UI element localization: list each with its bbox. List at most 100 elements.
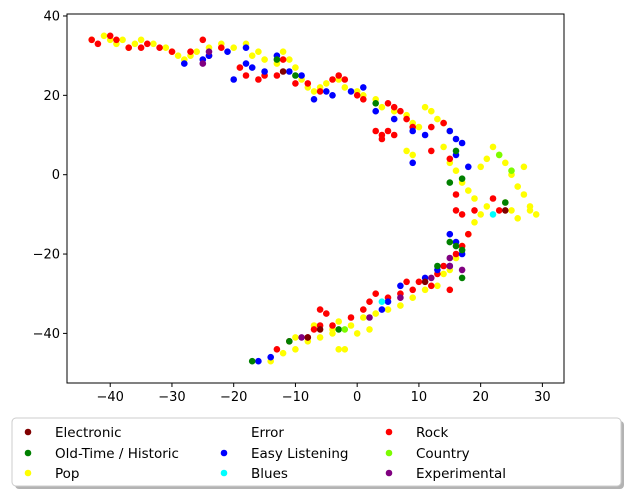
legend-label: Pop bbox=[55, 466, 80, 482]
data-point bbox=[335, 72, 343, 79]
data-point bbox=[187, 48, 194, 55]
data-point bbox=[446, 230, 454, 238]
data-point bbox=[335, 326, 343, 333]
x-tick-label: 20 bbox=[472, 390, 489, 405]
data-point bbox=[335, 346, 343, 353]
data-point bbox=[477, 211, 485, 218]
legend: Electronic Old-Time / Historic Pop Error Eas… bbox=[11, 417, 624, 489]
data-point bbox=[458, 274, 466, 282]
legend-item: Rock bbox=[385, 425, 448, 441]
y-tick-label: −40 bbox=[33, 327, 60, 342]
data-point bbox=[100, 32, 108, 40]
legend-item: Experimental bbox=[385, 466, 506, 482]
data-point bbox=[360, 84, 367, 91]
data-point bbox=[372, 290, 380, 298]
data-point bbox=[286, 56, 293, 63]
data-point bbox=[323, 80, 330, 87]
data-point bbox=[532, 211, 540, 218]
data-point bbox=[421, 278, 429, 286]
data-point bbox=[440, 119, 447, 127]
data-point bbox=[88, 36, 95, 44]
legend-marker bbox=[220, 469, 228, 477]
data-point bbox=[440, 262, 447, 270]
legend-marker bbox=[385, 449, 393, 457]
data-point bbox=[415, 278, 423, 286]
data-point bbox=[329, 322, 336, 329]
legend-item: Pop bbox=[24, 466, 80, 482]
data-point bbox=[452, 191, 460, 198]
data-point bbox=[218, 44, 225, 51]
x-tick-label: −40 bbox=[96, 390, 123, 405]
data-point bbox=[465, 230, 472, 238]
data-point bbox=[384, 298, 392, 306]
legend-marker bbox=[385, 469, 393, 477]
legend-item: Blues bbox=[220, 466, 288, 482]
data-point bbox=[452, 242, 460, 250]
data-point bbox=[434, 262, 441, 270]
data-point bbox=[446, 155, 454, 163]
data-point bbox=[421, 103, 429, 111]
x-tick-label: 0 bbox=[353, 390, 361, 405]
data-point bbox=[329, 92, 336, 99]
data-point bbox=[329, 76, 336, 83]
data-point bbox=[224, 48, 231, 55]
data-point bbox=[255, 48, 262, 55]
data-point bbox=[125, 44, 132, 51]
data-point bbox=[446, 179, 454, 186]
legend-item: Easy Listening bbox=[220, 446, 348, 462]
legend-item: Old-Time / Historic bbox=[24, 446, 179, 462]
data-point bbox=[174, 52, 182, 59]
data-point bbox=[230, 76, 237, 83]
data-point bbox=[113, 36, 120, 44]
data-point bbox=[316, 334, 324, 341]
data-point bbox=[106, 32, 114, 40]
data-point bbox=[440, 143, 447, 151]
x-tick-label: −20 bbox=[220, 390, 247, 405]
data-point bbox=[514, 183, 521, 190]
legend-marker bbox=[24, 449, 32, 457]
data-point bbox=[255, 357, 262, 365]
data-point bbox=[292, 72, 299, 79]
data-point bbox=[242, 60, 250, 67]
data-point bbox=[446, 238, 454, 246]
legend-label: Blues bbox=[251, 466, 288, 482]
legend-label: Experimental bbox=[416, 466, 506, 482]
data-point bbox=[267, 353, 275, 361]
legend-marker bbox=[24, 469, 32, 477]
data-point bbox=[360, 96, 367, 103]
data-point bbox=[137, 44, 145, 51]
data-point bbox=[310, 88, 318, 95]
y-tick-label: 40 bbox=[43, 9, 60, 24]
data-point bbox=[483, 155, 491, 163]
data-point bbox=[452, 207, 460, 214]
x-tick-label: 30 bbox=[534, 390, 551, 405]
x-axis: −40 −30 −20 −10 0 10 20 30 bbox=[96, 383, 551, 405]
data-point bbox=[255, 76, 262, 83]
data-point bbox=[353, 92, 361, 99]
data-point bbox=[502, 207, 509, 214]
data-point bbox=[428, 147, 435, 155]
data-point bbox=[230, 44, 237, 51]
data-point bbox=[458, 175, 466, 182]
data-point bbox=[458, 266, 466, 274]
data-point bbox=[156, 44, 163, 51]
data-point bbox=[489, 211, 497, 218]
legend-item: Electronic bbox=[24, 425, 122, 441]
legend-label: Easy Listening bbox=[251, 446, 348, 462]
data-point bbox=[446, 286, 454, 294]
data-point bbox=[205, 48, 213, 55]
data-point bbox=[434, 115, 441, 123]
data-point bbox=[526, 207, 534, 214]
data-point bbox=[397, 302, 404, 309]
data-point bbox=[292, 64, 299, 71]
data-point bbox=[353, 330, 361, 337]
data-point bbox=[446, 127, 454, 135]
data-point bbox=[508, 207, 515, 214]
data-point bbox=[323, 310, 330, 317]
data-point bbox=[360, 314, 367, 321]
data-point bbox=[421, 286, 429, 294]
data-point bbox=[409, 286, 417, 294]
data-point bbox=[471, 219, 478, 226]
data-point bbox=[378, 306, 386, 313]
